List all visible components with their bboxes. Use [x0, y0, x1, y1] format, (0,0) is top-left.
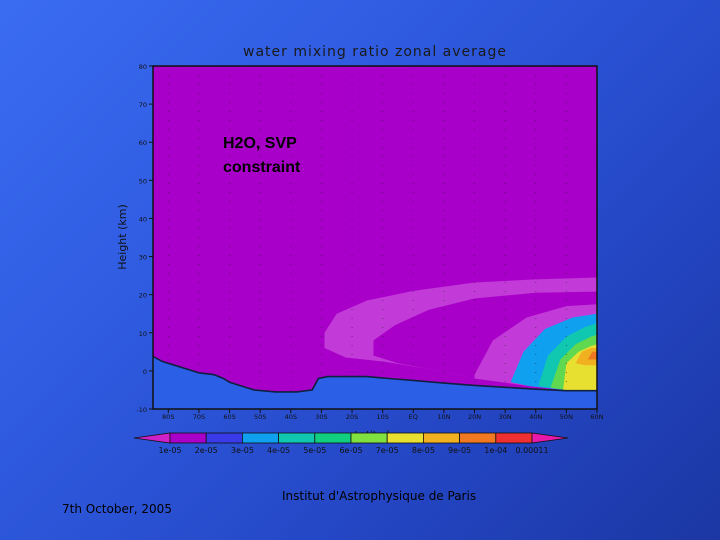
x-tick-label: 30N — [499, 413, 512, 421]
colorbar-label: 8e-05 — [412, 446, 435, 455]
colorbar-label: 2e-05 — [195, 446, 218, 455]
colorbar-label: 1e-05 — [158, 446, 181, 455]
contour-regions — [324, 277, 597, 394]
x-tick-label: 60S — [223, 413, 235, 421]
y-tick-label: 40 — [139, 215, 147, 223]
footer-date: 7th October, 2005 — [62, 502, 172, 516]
colorbar-swatch — [169, 432, 207, 444]
chart-title: water mixing ratio zonal average — [243, 44, 507, 60]
y-tick-label: 50 — [139, 177, 147, 185]
x-tick-label: 50S — [254, 413, 266, 421]
y-tick-label: 30 — [139, 254, 147, 262]
annotation-line-1: H2O, SVP — [223, 135, 297, 152]
x-tick-label: 40N — [529, 413, 542, 421]
colorbar-swatch — [422, 432, 460, 444]
colorbar-swatch — [386, 432, 424, 444]
plot-frame — [152, 65, 598, 410]
x-tick-label: 70S — [193, 413, 205, 421]
plot-area — [153, 66, 597, 409]
y-tick-label: 10 — [139, 330, 147, 338]
colorbar-arrow-right — [531, 432, 569, 444]
colorbar-label: 4e-05 — [267, 446, 290, 455]
colorbar-swatch — [278, 432, 316, 444]
y-tick-label: 80 — [139, 63, 147, 71]
colorbar-label: 0.00011 — [515, 446, 548, 455]
ground-fill — [153, 356, 597, 409]
colorbar: 1e-05 2e-05 3e-05 4e-05 5e-05 6e-05 7e-05 8e-05… — [133, 432, 569, 455]
y-axis: -10 0 10 20 30 40 50 60 70 80 — [136, 63, 153, 414]
x-tick-label: 30S — [315, 413, 327, 421]
x-tick-label: 20S — [346, 413, 358, 421]
topography — [153, 355, 597, 409]
contour-band-orange — [575, 348, 597, 366]
x-axis: 80S 70S 60S 50S 40S 30S 20S 10S EQ 10N 20N 30N 40N 50… — [162, 409, 604, 421]
x-tick-label: 60N — [590, 413, 603, 421]
colorbar-swatch — [314, 432, 352, 444]
x-tick-label: EQ — [409, 413, 418, 421]
colorbar-label: 7e-05 — [376, 446, 399, 455]
footer-institution: Institut d'Astrophysique de Paris — [282, 489, 477, 503]
annotation-line-2: constraint — [223, 159, 301, 176]
colorbar-swatch — [241, 432, 279, 444]
x-tick-label: 40S — [285, 413, 297, 421]
x-tick-label: 20N — [468, 413, 481, 421]
y-tick-label: 60 — [139, 139, 147, 147]
colorbar-label: 9e-05 — [448, 446, 471, 455]
colorbar-label: 3e-05 — [231, 446, 254, 455]
colorbar-arrow-left — [133, 432, 171, 444]
y-tick-label: 0 — [143, 368, 147, 376]
y-tick-label: 20 — [139, 292, 147, 300]
y-tick-label: 70 — [139, 101, 147, 109]
grid-dots — [167, 66, 597, 409]
colorbar-label: 6e-05 — [339, 446, 362, 455]
y-tick-label: -10 — [136, 406, 147, 414]
colorbar-swatch — [350, 432, 388, 444]
x-tick-label: 50N — [560, 413, 573, 421]
x-tick-label: 10S — [376, 413, 388, 421]
y-axis-label: Height (km) — [116, 204, 129, 270]
colorbar-swatch — [495, 432, 533, 444]
x-tick-label: 80S — [162, 413, 174, 421]
colorbar-label: 5e-05 — [303, 446, 326, 455]
surface-line — [153, 355, 597, 393]
colorbar-label: 1e-04 — [484, 446, 507, 455]
colorbar-swatch — [459, 432, 497, 444]
x-tick-label: 10N — [437, 413, 450, 421]
contour-band-orange-core — [587, 351, 597, 360]
colorbar-swatch — [205, 432, 243, 444]
